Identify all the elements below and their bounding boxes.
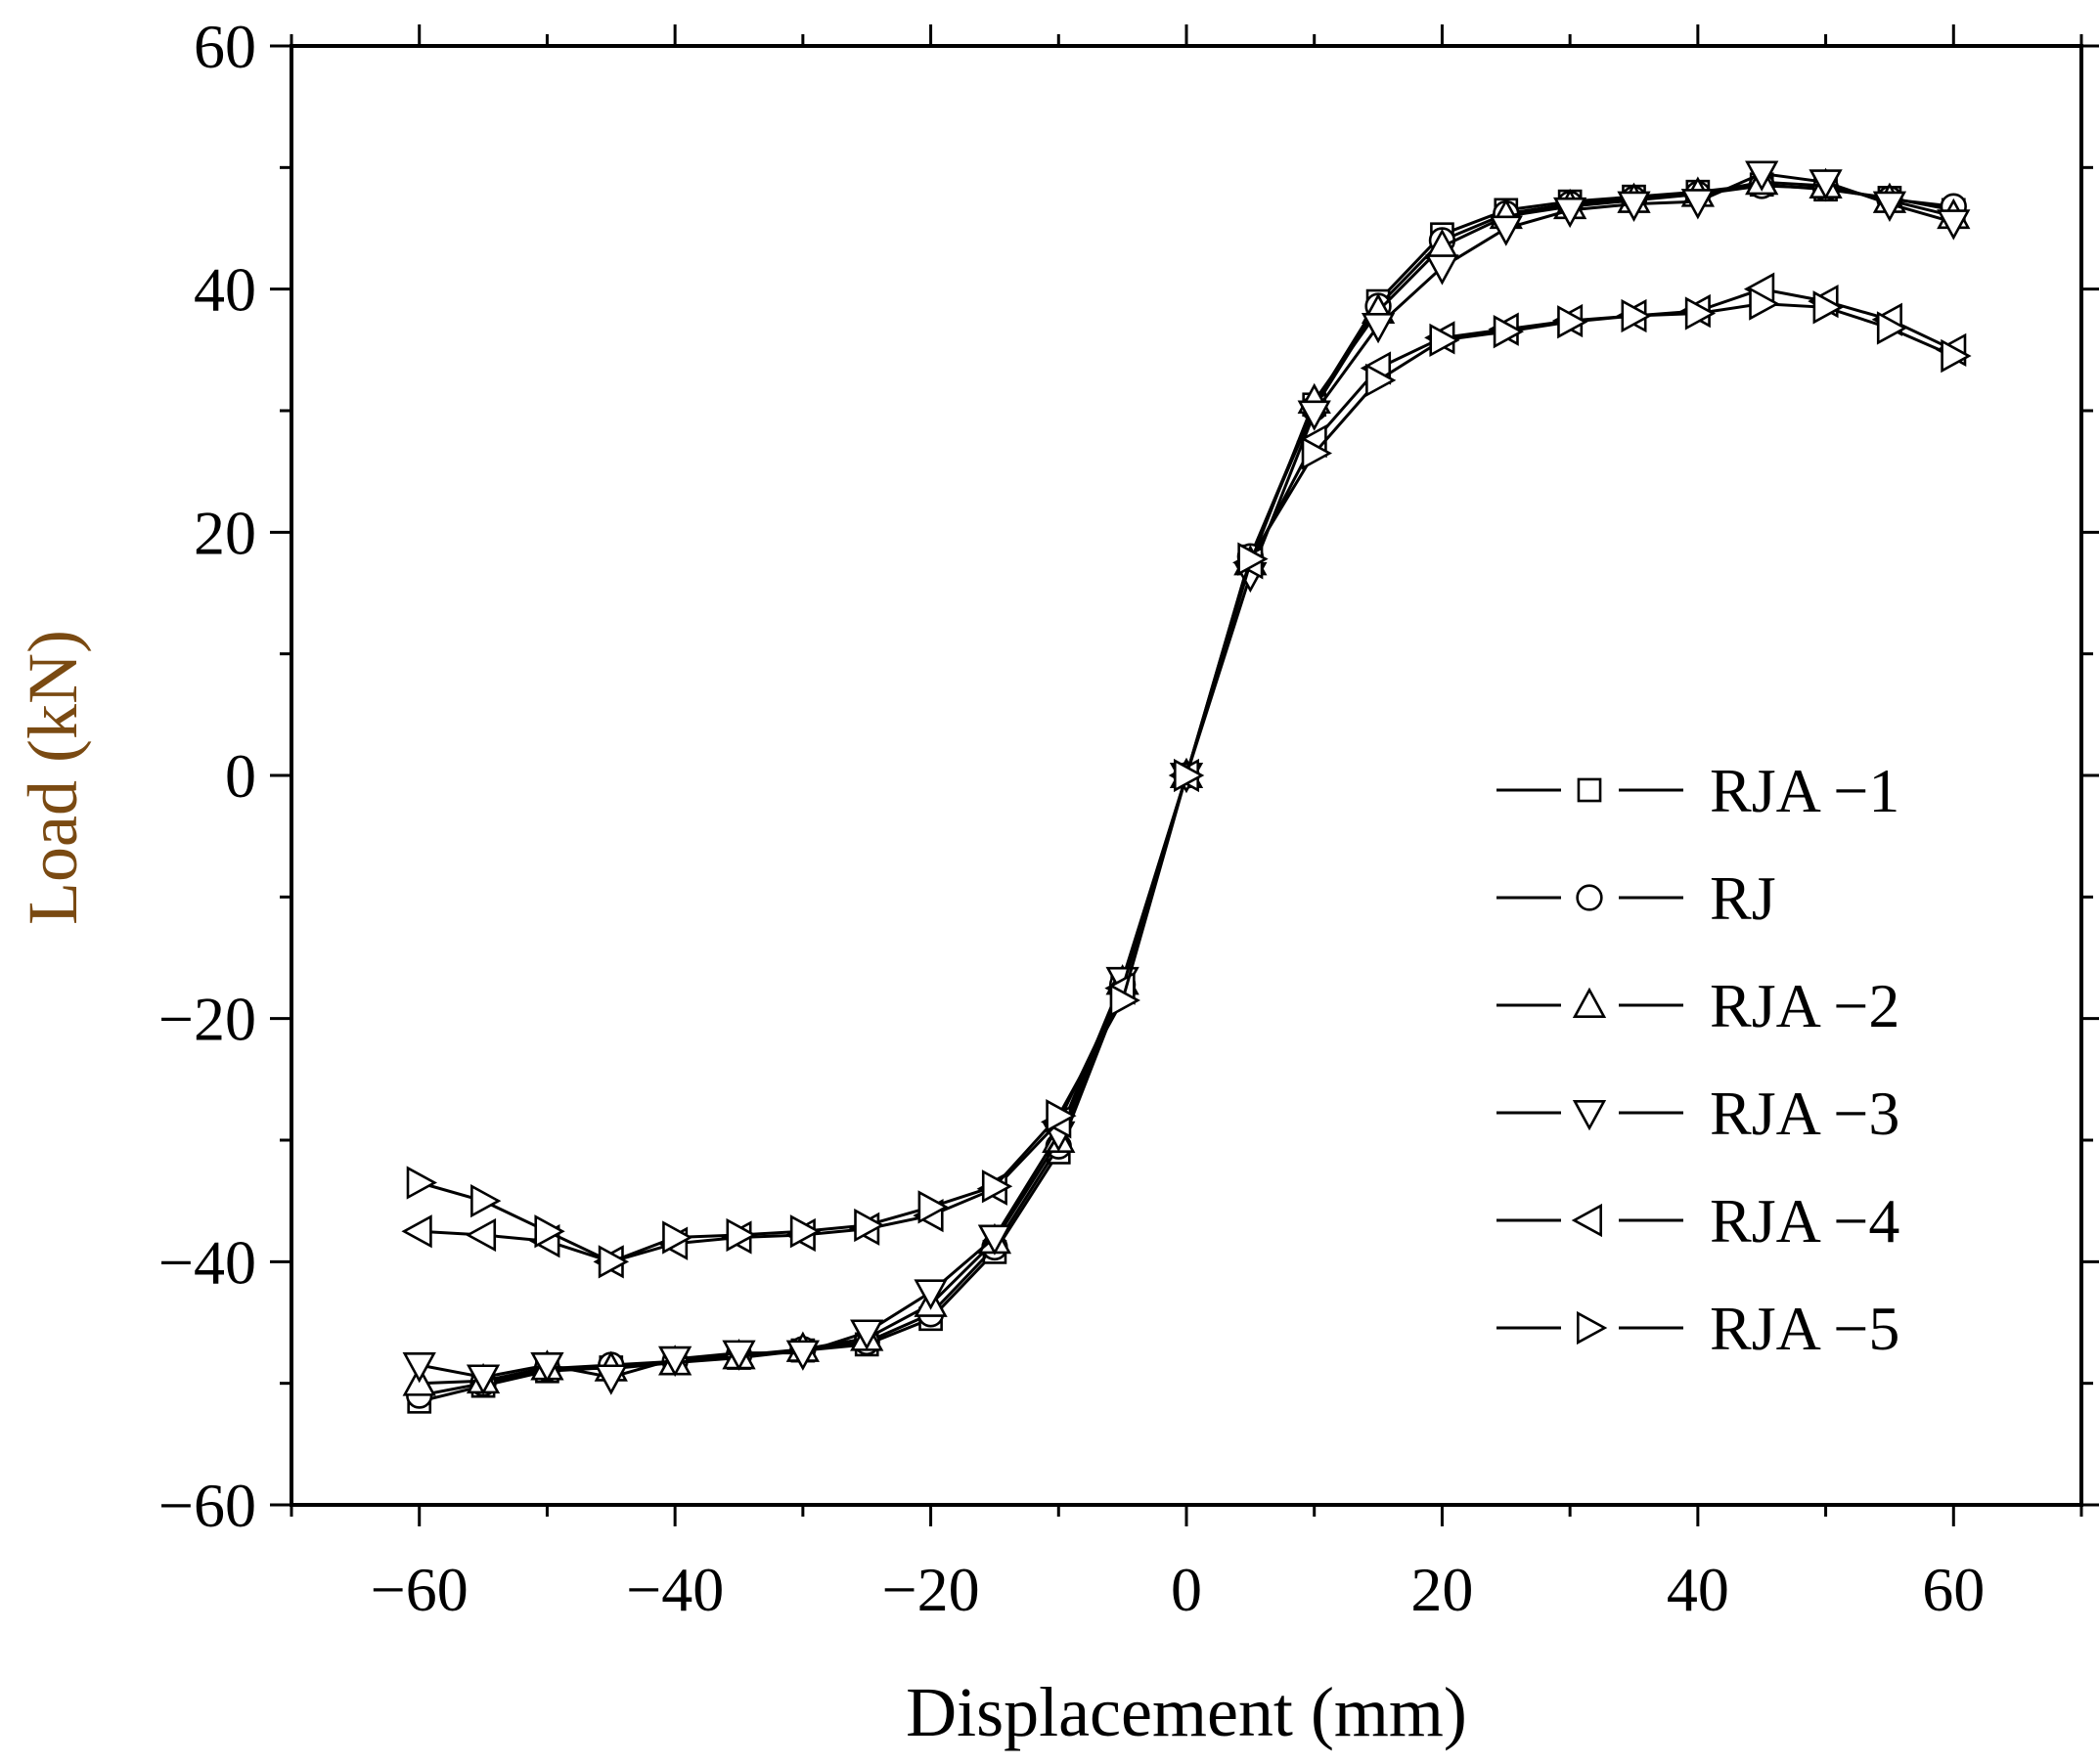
data-point (1557, 305, 1588, 339)
data-point (1876, 311, 1908, 345)
data-point (789, 1214, 822, 1249)
x-tick-label: 60 (1922, 1555, 1985, 1624)
data-point (1297, 400, 1331, 431)
data-point (850, 1319, 884, 1350)
legend-entry: RJA −2 (1496, 971, 1899, 1040)
data-point (1425, 254, 1459, 286)
data-point (1749, 287, 1780, 321)
data-point (1046, 1098, 1077, 1133)
data-point (1745, 160, 1779, 192)
series-layer (401, 160, 1972, 1414)
y-tick-label: 0 (225, 741, 256, 811)
x-axis-title: Displacement (mm) (906, 1673, 1467, 1751)
data-point (662, 1220, 693, 1255)
data-point (1872, 191, 1907, 222)
data-point (1429, 323, 1460, 358)
data-point (1941, 338, 1972, 374)
legend-entry: RJA −4 (1496, 1186, 1899, 1256)
series-4 (402, 160, 1971, 1395)
data-point (1621, 298, 1652, 333)
legend-label: RJA −4 (1710, 1186, 1899, 1256)
y-tick-label: −60 (158, 1471, 256, 1540)
data-point (1301, 436, 1333, 470)
data-point (470, 1184, 502, 1218)
legend-label: RJA −3 (1710, 1079, 1899, 1148)
legend-marker (1572, 1100, 1607, 1131)
data-point (402, 1352, 436, 1384)
x-tick-label: −20 (882, 1555, 980, 1624)
data-point (598, 1245, 630, 1279)
y-tick-label: 40 (194, 255, 256, 325)
data-point (406, 1166, 438, 1200)
data-point (1937, 209, 1971, 241)
y-tick-label: −40 (158, 1227, 256, 1297)
data-point (1109, 983, 1140, 1018)
data-point (722, 1340, 756, 1371)
data-point (854, 1208, 885, 1243)
y-tick-label: 20 (194, 498, 256, 567)
legend: RJA −1 RJ RJA −2 RJA −3 RJA −4 RJA −5 (1496, 756, 1899, 1363)
x-axis-ticks: −60 −40 −20 0 20 40 60 (290, 24, 2083, 1624)
data-point (1684, 296, 1717, 331)
data-point (657, 1345, 692, 1378)
y-axis-title: Load (kN) (14, 630, 92, 925)
legend-label: RJA −2 (1710, 971, 1899, 1040)
data-point (466, 1364, 501, 1395)
legend-marker (1576, 884, 1603, 911)
data-point (981, 1169, 1013, 1204)
data-point (1365, 363, 1397, 398)
x-tick-label: 20 (1410, 1555, 1473, 1624)
data-point (465, 1217, 497, 1253)
y-tick-label: 60 (194, 12, 256, 81)
data-point (1489, 215, 1523, 246)
data-point (726, 1217, 757, 1253)
data-point (1237, 542, 1269, 576)
data-point (917, 1190, 949, 1224)
data-point (594, 1364, 628, 1395)
data-point (1617, 191, 1651, 222)
x-tick-label: −40 (626, 1555, 724, 1624)
data-point (1809, 169, 1843, 200)
y-tick-label: −20 (158, 985, 256, 1054)
legend-label: RJA −1 (1710, 756, 1899, 825)
series-6 (406, 287, 1972, 1279)
legend-marker (1572, 987, 1607, 1018)
x-tick-label: 0 (1171, 1555, 1202, 1624)
data-point (401, 1214, 432, 1249)
legend-entry: RJA −5 (1496, 1294, 1899, 1363)
data-point (1493, 315, 1525, 349)
data-point (914, 1279, 948, 1310)
x-tick-label: 40 (1667, 1555, 1729, 1624)
legend-marker (1577, 1310, 1608, 1345)
legend-entry: RJA −3 (1496, 1079, 1899, 1148)
y-axis-ticks: 60 40 20 0 −20 −40 −60 (158, 12, 2099, 1540)
data-point (1361, 312, 1396, 344)
legend-marker (1577, 777, 1602, 803)
data-point (534, 1214, 565, 1249)
legend-label: RJA −5 (1710, 1294, 1899, 1363)
data-point (1174, 758, 1205, 793)
data-point (530, 1352, 564, 1384)
legend-entry: RJ (1496, 863, 1776, 933)
data-point (785, 1340, 821, 1371)
data-point (1552, 197, 1587, 229)
data-point (1680, 189, 1716, 220)
legend-entry: RJA −1 (1496, 756, 1899, 825)
x-tick-label: −60 (371, 1555, 469, 1624)
data-point (977, 1224, 1012, 1256)
data-point (1812, 290, 1844, 325)
legend-marker (1571, 1203, 1602, 1238)
legend-label: RJ (1710, 863, 1776, 933)
